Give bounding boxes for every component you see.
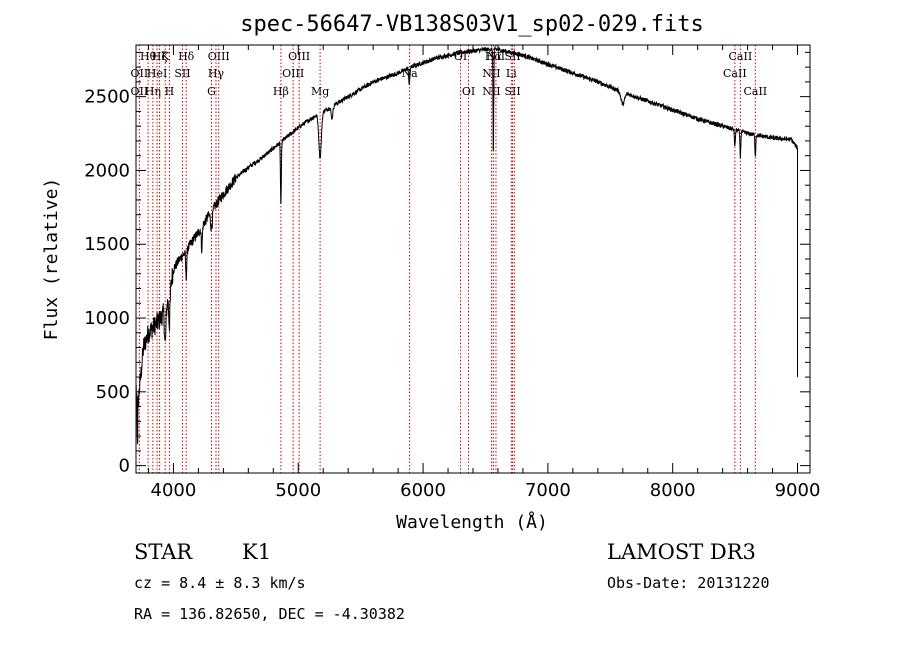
coordinates: RA = 136.82650, DEC = -4.30382 — [134, 605, 405, 623]
line-marker-label: NII — [482, 85, 500, 98]
line-marker-label: Hδ — [178, 50, 195, 63]
line-marker-label: OIII — [288, 50, 310, 63]
line-marker-label: Hη — [145, 85, 161, 98]
line-marker-label: OII — [131, 85, 149, 98]
line-marker-label: OI — [462, 85, 475, 98]
y-axis-label: Flux (relative) — [41, 178, 62, 341]
obs-date: Obs-Date: 20131220 — [607, 574, 770, 592]
spectrum-line — [135, 45, 798, 445]
line-marker-label: Hζ — [152, 50, 168, 63]
line-marker-label: Hα — [485, 50, 503, 63]
line-marker-label: SII — [504, 85, 520, 98]
y-tick-label: 1500 — [84, 234, 130, 255]
line-marker-label: Hγ — [208, 67, 225, 80]
line-marker-label: H — [165, 85, 175, 98]
line-marker-label: Hβ — [273, 85, 289, 98]
y-tick-label: 500 — [96, 382, 130, 403]
x-tick-label: 6000 — [400, 480, 446, 501]
line-marker-label: NII — [482, 67, 500, 80]
line-marker-label: HeI — [147, 67, 167, 80]
line-marker-label: CaII — [743, 85, 767, 98]
x-axis-ticks: 4000 5000 6000 7000 8000 9000 — [147, 45, 821, 501]
x-tick-label: 7000 — [525, 480, 571, 501]
line-markers — [138, 45, 756, 473]
y-axis-ticks: 0 500 1000 1500 2000 2500 — [84, 51, 810, 477]
y-tick-label: 2000 — [84, 160, 130, 181]
x-axis-label: Wavelength (Å) — [396, 511, 548, 533]
x-tick-label: 4000 — [151, 480, 197, 501]
line-marker-labels: OII OII Hθ Hη HeI HζK H SII Hδ G Hγ OIII Hβ OIII OIII M… — [131, 50, 768, 98]
line-marker-label: K — [161, 50, 170, 63]
survey-name: LAMOST DR3 — [607, 540, 756, 564]
line-marker-label: Mg — [311, 85, 329, 98]
line-marker-label: OIII — [282, 67, 304, 80]
y-tick-label: 2500 — [84, 87, 130, 108]
line-marker-label: SII — [174, 67, 190, 80]
y-tick-label: 1000 — [84, 308, 130, 329]
line-marker-label: CaII — [729, 50, 753, 63]
object-subclass: K1 — [242, 540, 271, 564]
line-marker-label: Hθ — [140, 50, 157, 63]
line-marker-label: CaII — [723, 67, 747, 80]
y-tick-label: 0 — [119, 456, 130, 477]
line-marker-label: OIII — [208, 50, 230, 63]
line-marker-label: OII — [131, 67, 149, 80]
x-tick-label: 9000 — [775, 480, 821, 501]
object-class: STAR — [134, 540, 193, 564]
redshift-cz: cz = 8.4 ± 8.3 km/s — [134, 574, 306, 592]
chart-title: spec-56647-VB138S03V1_sp02-029.fits — [240, 12, 704, 37]
line-marker-label: NII — [487, 50, 505, 63]
x-tick-label: 5000 — [275, 480, 321, 501]
line-marker-label: G — [207, 85, 216, 98]
line-marker-label: Li — [506, 67, 517, 80]
plot-frame — [135, 44, 811, 474]
x-tick-label: 8000 — [650, 480, 696, 501]
